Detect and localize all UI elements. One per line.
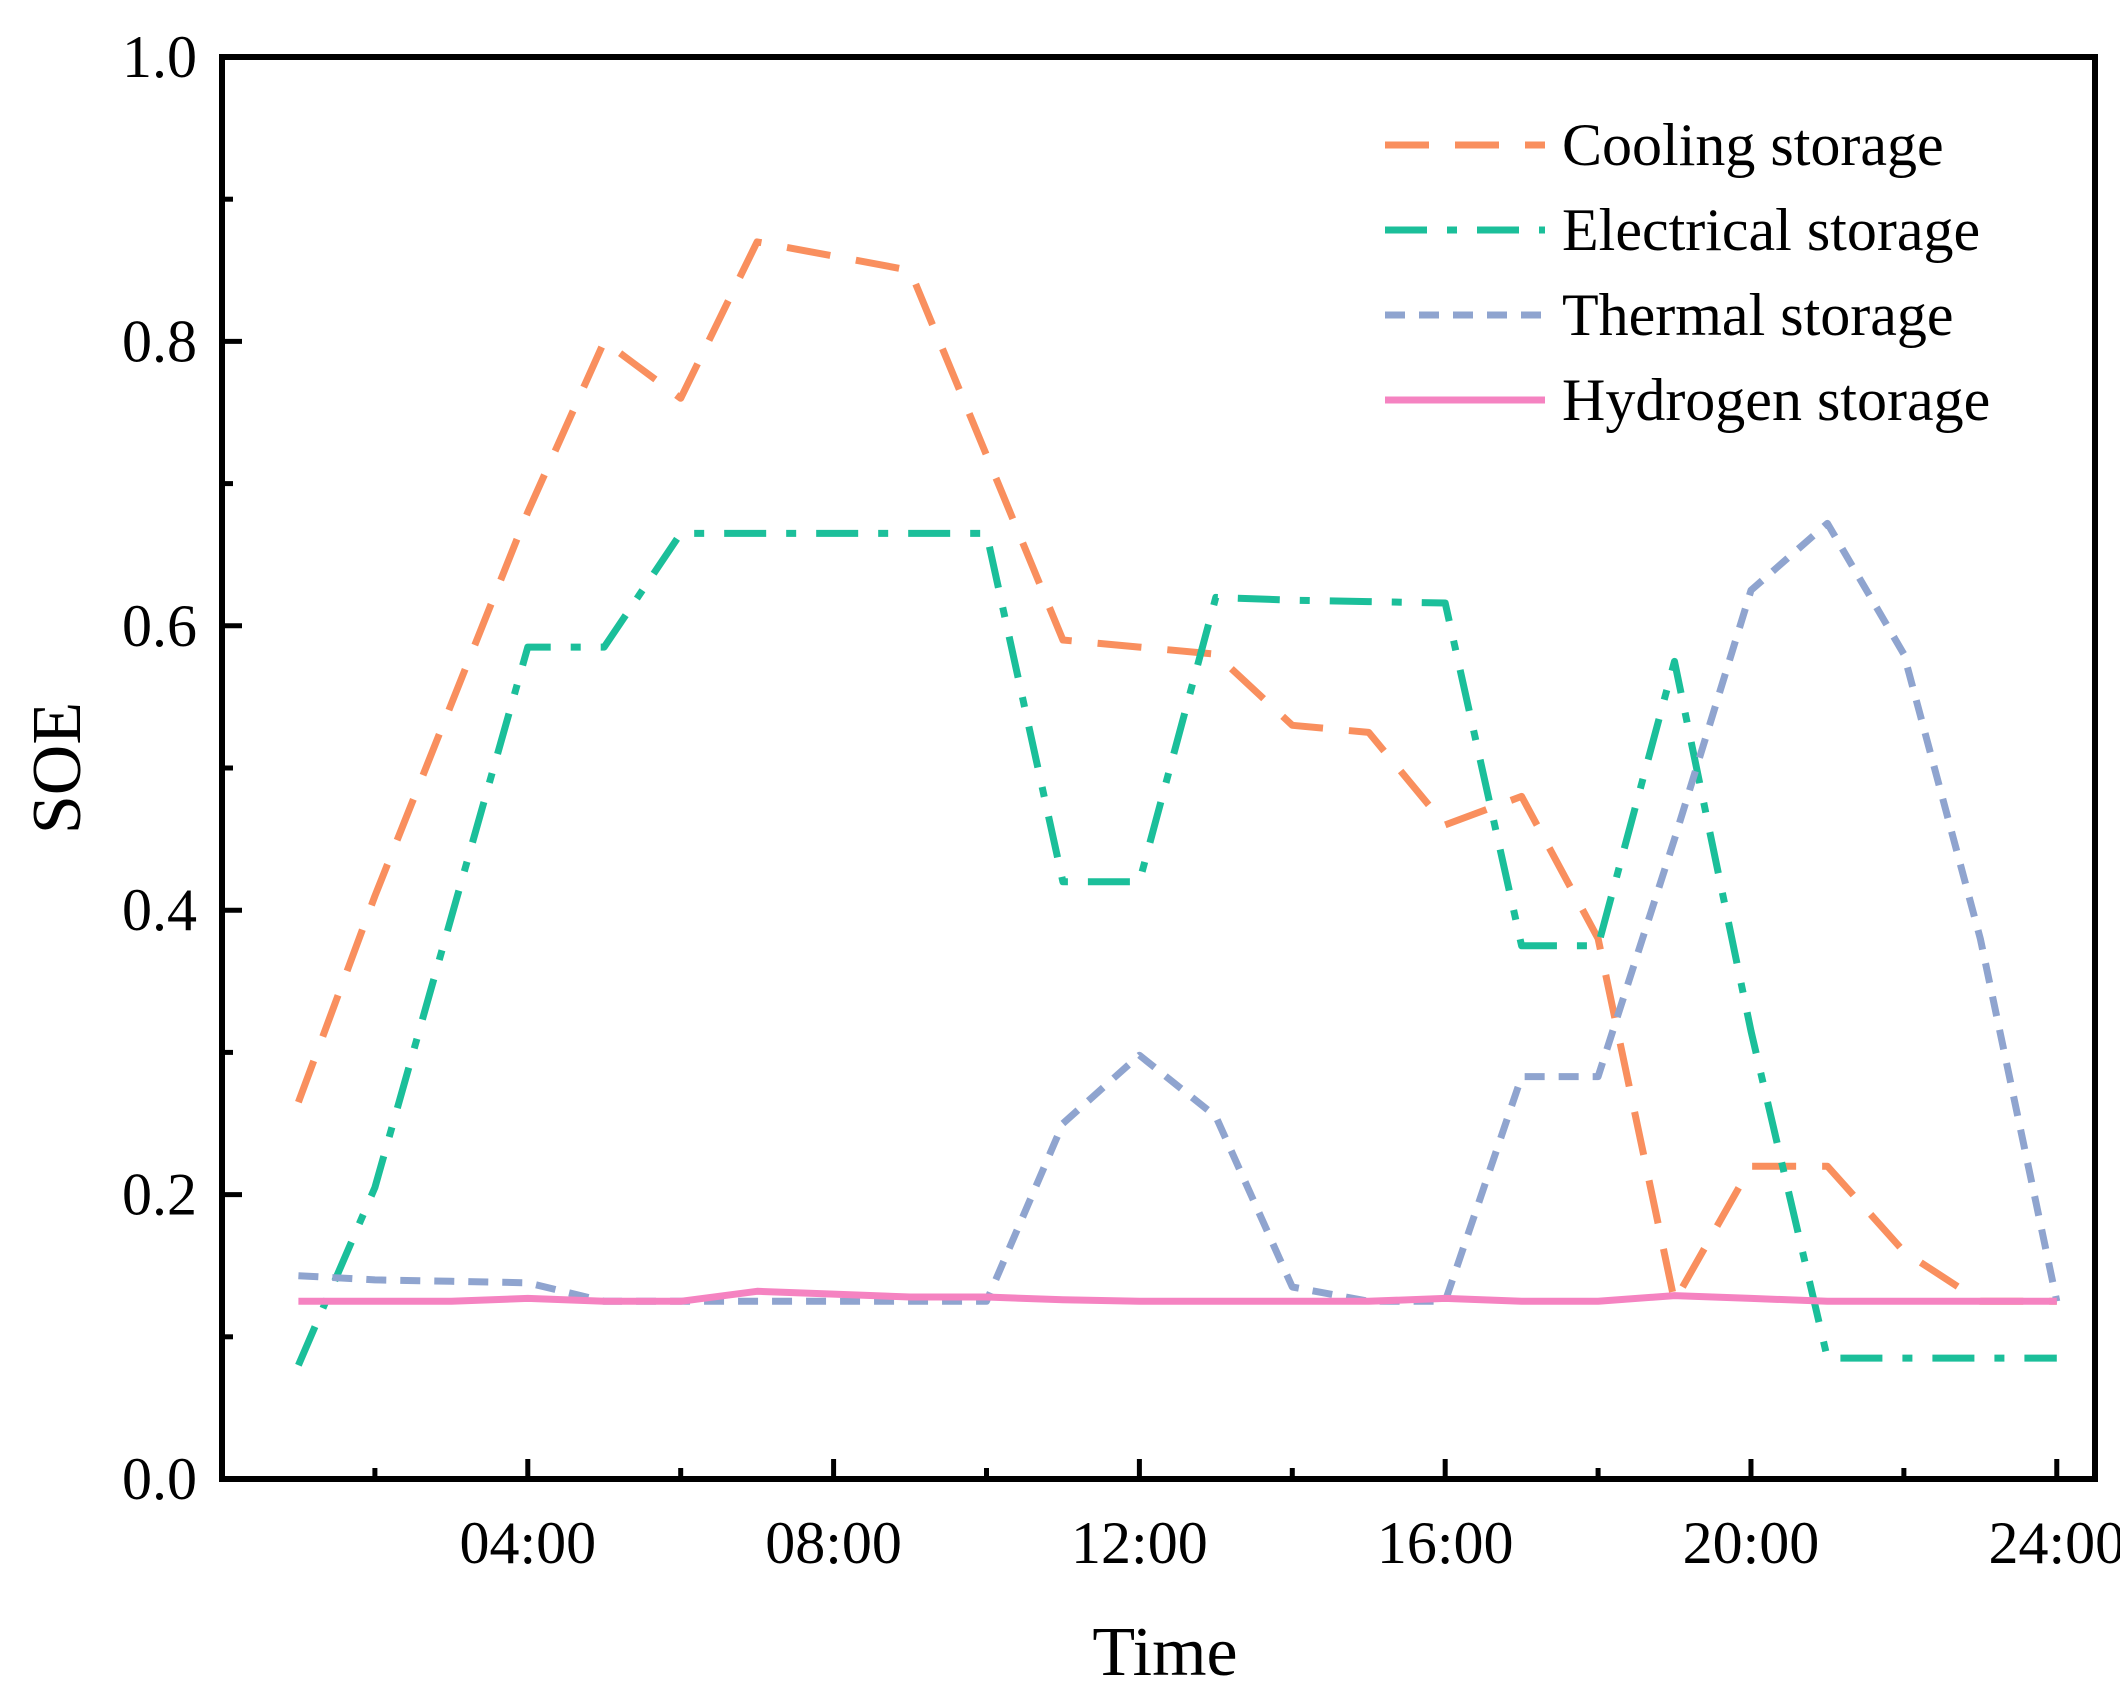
legend-label: Hydrogen storage [1562, 367, 1990, 433]
ticks-layer [222, 54, 2060, 1482]
series-line-hydrogen-storage [298, 1287, 2057, 1305]
series-layer [295, 238, 2061, 1367]
x-tick-label: 04:00 [459, 1510, 596, 1576]
x-tick-label: 20:00 [1683, 1510, 1820, 1576]
tick-labels-layer: 04:00 08:00 12:00 16:00 20:00 24:00 0.0 0.2 0.4 0… [122, 24, 2120, 1576]
legend: Cooling storage Electrical storage Thermal… [1385, 112, 1990, 433]
legend-label: Electrical storage [1562, 197, 1980, 263]
x-tick-label: 12:00 [1071, 1510, 1208, 1576]
plot-frame [219, 54, 2098, 1482]
x-axis-title: Time [1092, 1614, 1237, 1691]
y-axis-title: SOE [19, 702, 96, 834]
x-tick-label: 16:00 [1377, 1510, 1514, 1576]
series-line-electrical-storage [295, 529, 2057, 1367]
y-tick-label: 0.4 [122, 877, 197, 943]
series-line-thermal-storage [298, 519, 2061, 1305]
legend-label: Thermal storage [1562, 282, 1954, 348]
series-line-cooling-storage [295, 238, 2057, 1305]
x-tick-label: 24:00 [1988, 1510, 2120, 1576]
x-tick-label: 08:00 [765, 1510, 902, 1576]
y-tick-label: 0.2 [122, 1162, 197, 1228]
y-tick-label: 0.0 [122, 1446, 197, 1512]
y-tick-label: 0.6 [122, 593, 197, 659]
y-tick-label: 1.0 [122, 24, 197, 90]
y-tick-label: 0.8 [122, 308, 197, 374]
legend-label: Cooling storage [1562, 112, 1944, 178]
